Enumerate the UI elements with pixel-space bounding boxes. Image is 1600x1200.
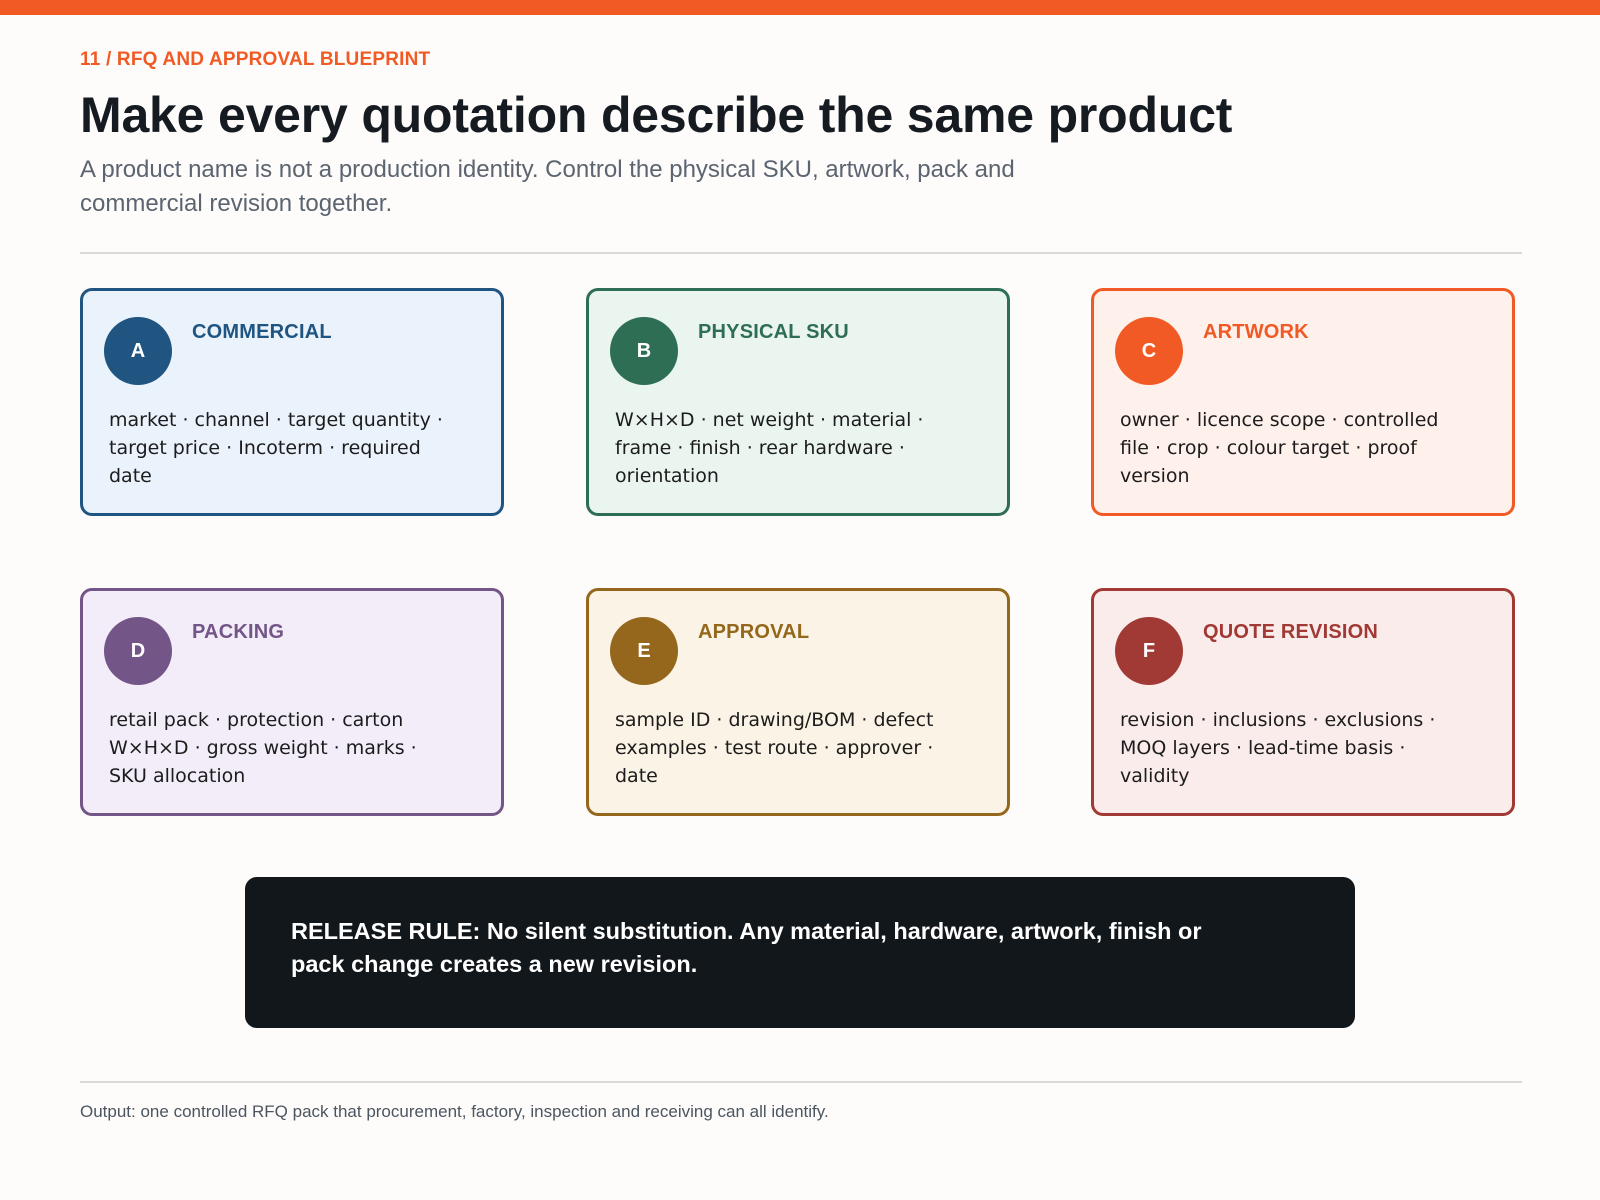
- card-artwork: C ARTWORK owner · licence scope · contro…: [1091, 288, 1515, 516]
- card-title: QUOTE REVISION: [1203, 621, 1379, 643]
- card-packing: D PACKING retail pack · protection · car…: [80, 588, 504, 816]
- footer-note: Output: one controlled RFQ pack that pro…: [80, 1102, 829, 1121]
- card-letter-badge: F: [1115, 617, 1183, 685]
- accent-top-bar: [0, 0, 1600, 15]
- card-approval: E APPROVAL sample ID · drawing/BOM · def…: [586, 588, 1010, 816]
- divider-bottom: [80, 1081, 1522, 1083]
- section-eyebrow: 11 / RFQ AND APPROVAL BLUEPRINT: [80, 49, 431, 70]
- release-rule-panel: RELEASE RULE: No silent substitution. An…: [245, 877, 1355, 1028]
- card-letter-badge: E: [610, 617, 678, 685]
- page-title: Make every quotation describe the same p…: [80, 87, 1233, 143]
- divider-top: [80, 252, 1522, 254]
- card-letter-badge: A: [104, 317, 172, 385]
- card-body: W×H×D · net weight · material · frame · …: [615, 409, 924, 487]
- card-body: market · channel · target quantity · tar…: [109, 409, 443, 487]
- card-title: APPROVAL: [698, 621, 810, 643]
- card-title: ARTWORK: [1203, 321, 1309, 343]
- card-title: PHYSICAL SKU: [698, 321, 849, 343]
- card-body: sample ID · drawing/BOM · defect example…: [615, 709, 934, 787]
- card-body: retail pack · protection · carton W×H×D …: [109, 709, 417, 787]
- card-physical-sku: B PHYSICAL SKU W×H×D · net weight · mate…: [586, 288, 1010, 516]
- card-commercial: A COMMERCIAL market · channel · target q…: [80, 288, 504, 516]
- card-body: owner · licence scope · controlled file …: [1120, 409, 1439, 487]
- card-title: PACKING: [192, 621, 285, 643]
- card-letter-badge: D: [104, 617, 172, 685]
- card-letter-badge: C: [1115, 317, 1183, 385]
- release-rule-text: RELEASE RULE: No silent substitution. An…: [291, 918, 1202, 977]
- card-quote-revision: F QUOTE REVISION revision · inclusions ·…: [1091, 588, 1515, 816]
- card-body: revision · inclusions · exclusions · MOQ…: [1120, 709, 1436, 787]
- card-title: COMMERCIAL: [192, 321, 332, 343]
- page-subtitle: A product name is not a production ident…: [80, 156, 1015, 217]
- card-letter-badge: B: [610, 317, 678, 385]
